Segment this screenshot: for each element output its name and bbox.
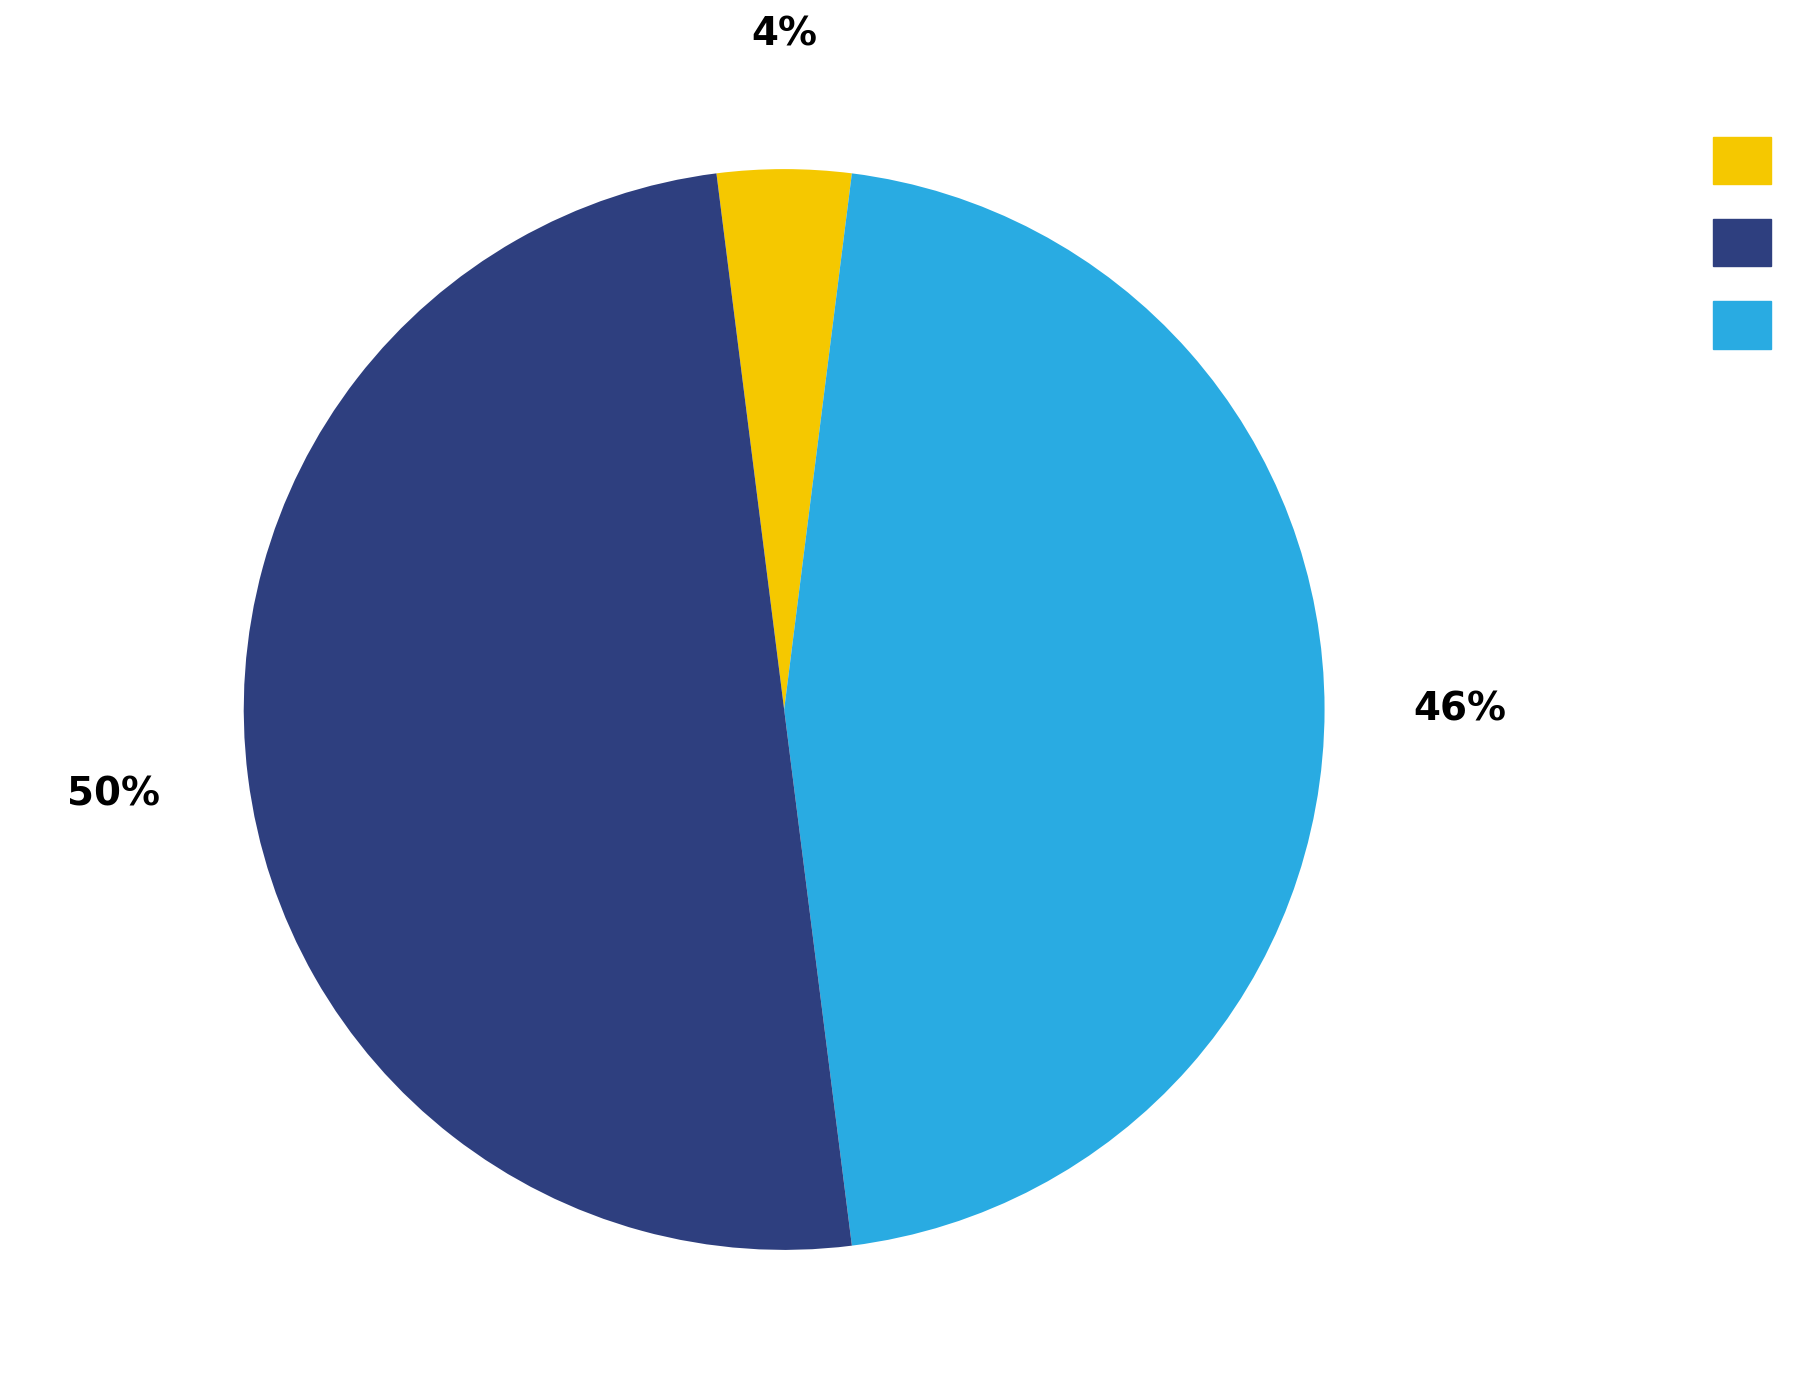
Wedge shape xyxy=(785,174,1325,1246)
Text: 46%: 46% xyxy=(1413,690,1507,728)
Text: 50%: 50% xyxy=(67,776,160,813)
Wedge shape xyxy=(243,174,851,1250)
Text: 4%: 4% xyxy=(751,15,817,53)
Legend: Critical, Major, Other: Critical, Major, Other xyxy=(1697,120,1800,364)
Wedge shape xyxy=(716,169,851,710)
